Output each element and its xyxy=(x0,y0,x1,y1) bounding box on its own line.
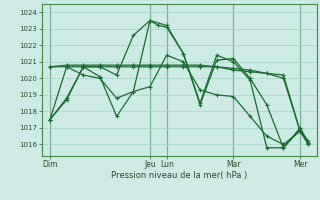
X-axis label: Pression niveau de la mer( hPa ): Pression niveau de la mer( hPa ) xyxy=(111,171,247,180)
